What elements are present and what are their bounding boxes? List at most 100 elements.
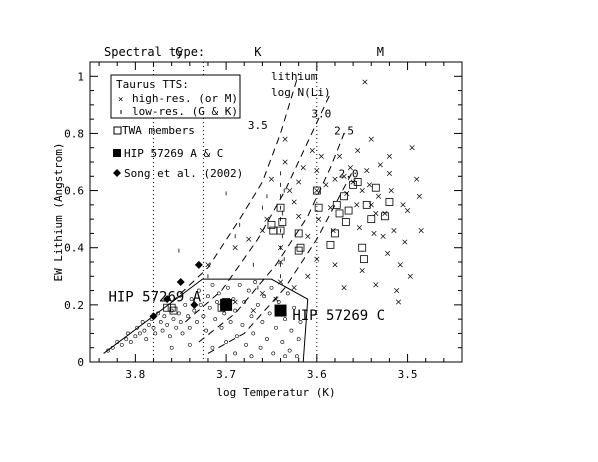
taurus-circle-point: [216, 291, 221, 296]
cross-stroke: [250, 308, 256, 314]
high-res-cross-point: [296, 179, 302, 185]
cross-stroke: [291, 199, 297, 205]
twa-member-point: [167, 303, 176, 312]
high-res-cross-point: [347, 165, 353, 171]
taurus-circle-point: [167, 334, 172, 339]
cross-stroke: [277, 279, 284, 285]
lithium-curve: [184, 93, 331, 323]
high-res-cross-point: [382, 210, 388, 216]
cross-stroke: [291, 285, 297, 291]
high-res-cross-point: [407, 273, 413, 279]
cross-stroke: [368, 136, 374, 142]
taurus-circle-point: [222, 311, 227, 316]
cross-stroke: [273, 296, 279, 302]
high-res-cross-point: [418, 228, 424, 234]
high-res-cross-point: [259, 228, 265, 234]
twa-member-point: [294, 246, 303, 255]
high-res-cross-point: [386, 170, 392, 176]
high-res-cross-point: [316, 216, 322, 222]
high-res-cross-point: [364, 168, 370, 174]
legend-other: TWA members HIP 57269 A & C Song et al. …: [113, 124, 243, 180]
cross-stroke: [386, 153, 392, 159]
high-res-cross-point: [354, 202, 360, 208]
y-tick-label: 0.6: [64, 185, 84, 198]
taurus-circle-point: [147, 322, 151, 327]
cross-stroke: [414, 176, 420, 182]
y-tick-label: 0.4: [64, 242, 84, 255]
high-res-cross-point: [330, 228, 336, 234]
twa-member-point: [296, 243, 305, 252]
twa-member-point: [367, 215, 376, 224]
taurus-circle-point: [296, 337, 301, 342]
cross-stroke: [296, 213, 302, 219]
taurus-circle-point: [215, 300, 219, 304]
cross-stroke: [282, 136, 288, 142]
cross-stroke: [407, 273, 413, 279]
y-tick-label: 1: [77, 70, 84, 83]
lithium-curve: [198, 133, 345, 343]
taurus-circle-point: [285, 291, 290, 296]
cross-stroke: [380, 233, 386, 239]
high-res-cross-point: [318, 153, 324, 159]
taurus-circle-point: [126, 331, 131, 336]
lithium-curve-label: 3.0: [311, 107, 331, 120]
high-res-cross-point: [327, 205, 333, 211]
song-2002-point: [194, 260, 203, 269]
twa-member-point: [314, 203, 323, 212]
high-res-cross-point: [366, 182, 373, 188]
taurus-circle-point: [226, 285, 230, 290]
taurus-circle-point: [169, 345, 174, 350]
twa-member-point: [222, 298, 230, 306]
cross-stroke: [402, 239, 408, 245]
taurus-circle-point: [255, 302, 260, 307]
cross-stroke: [332, 176, 338, 182]
cross-stroke: [366, 182, 373, 188]
high-res-cross-point: [291, 199, 297, 205]
cross-stroke: [395, 299, 402, 305]
cross-stroke: [375, 193, 382, 199]
high-res-cross-point: [368, 136, 374, 142]
x-tick-label: 3.5: [398, 368, 418, 381]
spectral-type-label: Spectral type:: [104, 45, 205, 59]
taurus-circle-point: [246, 288, 251, 293]
cross-stroke: [394, 288, 400, 294]
taurus-circle-point: [210, 345, 215, 350]
high-res-cross-point: [373, 282, 379, 288]
y-tick-label: 0: [77, 356, 84, 369]
spectral-class-label: K: [254, 45, 262, 59]
high-res-cross-point: [385, 250, 391, 256]
taurus-circle-point: [153, 331, 158, 336]
twa-member-point: [353, 178, 362, 186]
high-res-cross-point: [350, 179, 356, 185]
twa-member-point: [358, 243, 367, 252]
twa-member-point: [371, 183, 380, 192]
legend-taurus-box: Taurus TTS: × high-res. (or M) low-res. …: [110, 74, 241, 119]
cross-stroke: [259, 228, 265, 234]
taurus-circle-point: [233, 308, 238, 313]
high-res-cross-point: [373, 210, 379, 216]
twa-member-point: [267, 220, 276, 229]
cross-stroke: [300, 165, 306, 171]
taurus-circle-point: [156, 311, 160, 316]
cross-stroke: [356, 225, 363, 231]
lithium-abundance-curves: [171, 73, 354, 354]
taurus-circle-point: [195, 320, 199, 324]
taurus-circle-point: [149, 317, 154, 322]
taurus-circle-point: [289, 328, 294, 333]
taurus-circle-point: [142, 328, 147, 333]
high-res-cross-point: [282, 159, 288, 165]
high-res-cross-point: [391, 228, 397, 234]
taurus-circle-point: [265, 337, 269, 342]
taurus-circle-point: [135, 325, 140, 330]
high-res-cross-point: [323, 182, 329, 188]
high-res-cross-point: [300, 165, 306, 171]
cross-stroke: [309, 148, 315, 154]
taurus-circle-point: [198, 302, 203, 307]
hip-c-label: HIP 57269 C: [292, 308, 385, 324]
y-axis-title: EW Lithium (Angstrom): [52, 142, 65, 281]
taurus-circle-point: [140, 320, 145, 324]
song-2002-point: [190, 300, 199, 309]
taurus-circle-point: [228, 320, 233, 324]
taurus-circle-point: [253, 280, 258, 284]
high-res-cross-point: [362, 79, 368, 85]
